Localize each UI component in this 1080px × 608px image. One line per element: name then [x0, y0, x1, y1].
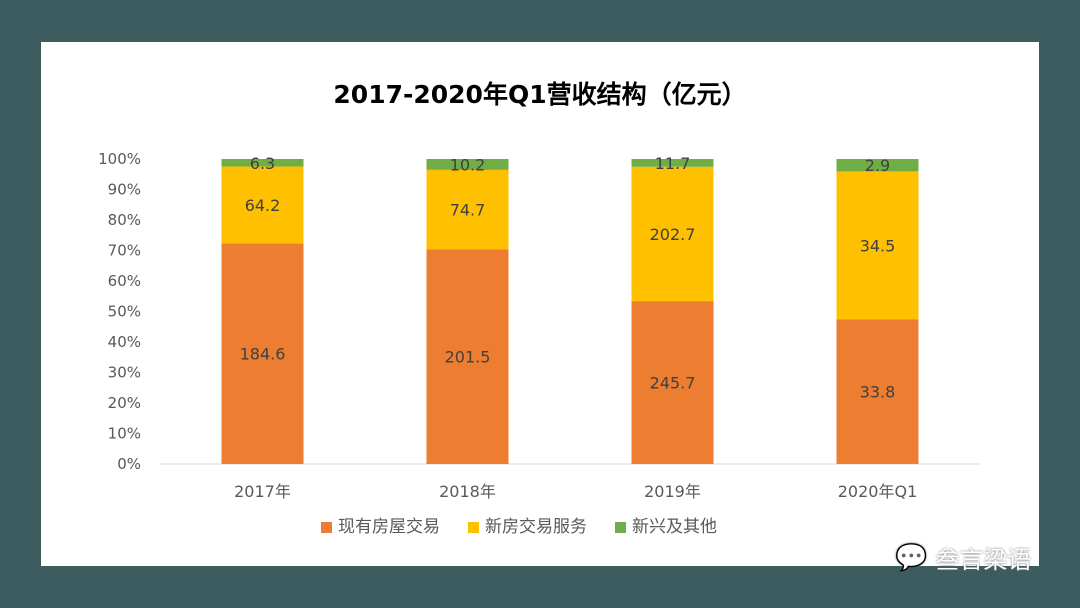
- data-label: 74.7: [450, 201, 486, 220]
- data-label: 64.2: [245, 196, 281, 215]
- data-label: 201.5: [445, 348, 491, 367]
- data-label: 245.7: [650, 374, 696, 393]
- stacked-bar-chart: 0% 10% 20% 30% 40% 50% 60% 70% 80% 90% 100% 184.6 64…: [98, 150, 980, 501]
- data-label: 10.2: [450, 155, 486, 174]
- data-label: 2.9: [865, 156, 890, 175]
- y-tick-label: 40%: [108, 333, 141, 351]
- legend-label: 现有房屋交易: [338, 517, 440, 537]
- y-tick-label: 100%: [98, 150, 141, 168]
- data-label: 33.8: [860, 383, 896, 402]
- y-tick-label: 30%: [108, 364, 141, 382]
- bar-segment: [426, 159, 509, 170]
- legend-item: 新兴及其他: [615, 512, 717, 537]
- x-tick-label: 2018年: [439, 482, 496, 501]
- legend-label: 新兴及其他: [632, 517, 717, 537]
- legend: 现有房屋交易 新房交易服务 新兴及其他: [321, 512, 717, 537]
- watermark-text: 叁言梁语: [935, 546, 1032, 574]
- chart-panel: 2017-2020年Q1营收结构（亿元） 0% 10% 20% 30% 40% 50% 60…: [41, 42, 1039, 566]
- x-tick-label: 2017年: [234, 482, 291, 501]
- x-tick-label: 2020年Q1: [838, 482, 918, 501]
- y-tick-label: 60%: [108, 272, 141, 290]
- bar-segment: [221, 159, 304, 167]
- legend-swatch: [615, 521, 626, 533]
- legend-item: 现有房屋交易: [321, 512, 440, 537]
- y-tick-label: 80%: [108, 211, 141, 229]
- wechat-icon: 💬: [895, 542, 928, 573]
- y-tick-label: 20%: [108, 394, 141, 412]
- data-label: 184.6: [240, 345, 286, 364]
- data-label: 6.3: [250, 154, 275, 173]
- bar-segment: [836, 159, 919, 172]
- bar-segment: [426, 249, 509, 464]
- y-tick-label: 10%: [108, 425, 141, 443]
- bar-segment: [221, 166, 304, 244]
- data-label: 11.7: [655, 154, 691, 173]
- y-tick-label: 0%: [117, 455, 141, 473]
- bar-segment: [836, 319, 919, 464]
- y-tick-label: 70%: [108, 242, 141, 260]
- bar-segment: [426, 169, 509, 250]
- watermark: 💬 叁言梁语: [895, 540, 1031, 575]
- bar-segment: [631, 166, 714, 302]
- legend-swatch: [321, 521, 332, 533]
- legend-swatch: [468, 521, 479, 533]
- data-label: 34.5: [860, 236, 896, 255]
- legend-label: 新房交易服务: [485, 517, 587, 537]
- data-label: 202.7: [650, 225, 696, 244]
- bar-segment: [221, 243, 304, 464]
- bar-segment: [631, 301, 714, 464]
- bar-segment: [631, 159, 714, 167]
- y-tick-label: 90%: [108, 181, 141, 199]
- chart-title: 2017-2020年Q1营收结构（亿元）: [333, 80, 747, 109]
- bar-segment: [836, 171, 919, 320]
- x-tick-label: 2019年: [644, 482, 701, 501]
- y-tick-label: 50%: [108, 303, 141, 321]
- legend-item: 新房交易服务: [468, 512, 587, 537]
